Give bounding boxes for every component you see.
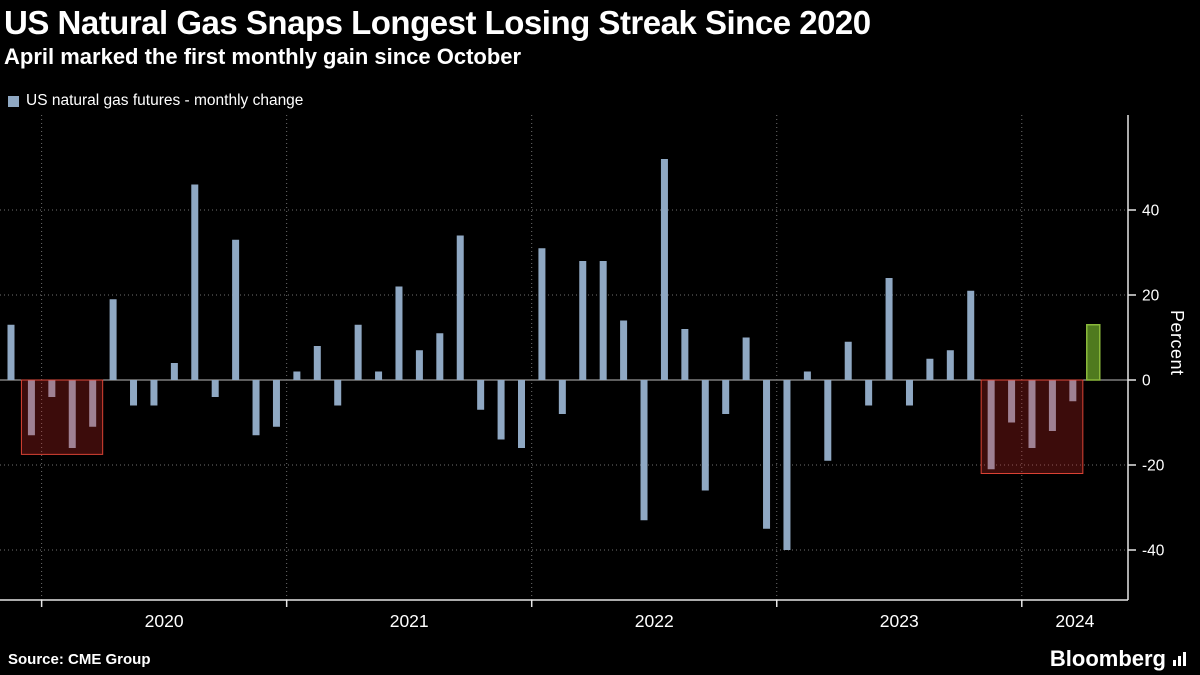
bloomberg-logo: Bloomberg (1050, 646, 1188, 672)
x-year-label: 2022 (635, 611, 674, 631)
bar (660, 159, 668, 380)
bar (456, 235, 464, 380)
y-axis-title: Percent (1167, 310, 1187, 376)
page-subtitle: April marked the first monthly gain sinc… (4, 44, 522, 69)
bar (987, 380, 995, 470)
bar (48, 380, 56, 397)
bar (865, 380, 873, 406)
bar (415, 350, 423, 380)
bar (313, 346, 321, 380)
bar (1069, 380, 1077, 402)
y-tick-label: 20 (1142, 288, 1160, 305)
gain-bar (1086, 324, 1101, 381)
bar (538, 248, 546, 380)
bar (232, 239, 240, 380)
bar (967, 290, 975, 380)
bar (109, 299, 117, 380)
bar (130, 380, 138, 406)
x-year-label: 2024 (1055, 611, 1094, 631)
bar (89, 380, 97, 427)
legend: US natural gas futures - monthly change (8, 92, 303, 110)
bar (375, 371, 383, 380)
bar (579, 261, 587, 380)
bar (763, 380, 771, 529)
legend-swatch-icon (8, 95, 19, 107)
bar (497, 380, 505, 440)
bar (1048, 380, 1056, 431)
bar (477, 380, 485, 410)
bar (701, 380, 709, 491)
bar (824, 380, 832, 461)
y-tick-label: 40 (1142, 203, 1160, 220)
bar (354, 324, 362, 380)
bar (191, 184, 199, 380)
source-credit: Source: CME Group (8, 651, 151, 668)
bar (681, 329, 689, 380)
bar (68, 380, 76, 448)
bar (640, 380, 648, 521)
bar (7, 324, 15, 380)
bar (211, 380, 219, 397)
bloomberg-bars-icon (1173, 652, 1186, 666)
bar (293, 371, 301, 380)
bar (395, 286, 403, 380)
bar (926, 358, 934, 380)
page-title: US Natural Gas Snaps Longest Losing Stre… (4, 4, 871, 41)
bar (885, 278, 893, 380)
bar (252, 380, 260, 436)
bar (905, 380, 913, 406)
bar (722, 380, 730, 414)
y-tick-label: -40 (1142, 543, 1165, 560)
bar (170, 363, 178, 380)
bar (946, 350, 954, 380)
bar (783, 380, 791, 550)
bar (27, 380, 35, 436)
bar (558, 380, 566, 414)
bar (150, 380, 158, 406)
y-tick-label: 0 (1142, 373, 1151, 390)
bar (844, 341, 852, 380)
bar (803, 371, 811, 380)
legend-label: US natural gas futures - monthly change (26, 92, 304, 109)
x-year-label: 2023 (880, 611, 919, 631)
bloomberg-wordmark: Bloomberg (1049, 646, 1166, 671)
losing-streak-highlight (980, 379, 1084, 474)
bar (272, 380, 280, 427)
bar (436, 333, 444, 380)
losing-streak-highlight (20, 379, 104, 455)
bar (599, 261, 607, 380)
y-tick-label: -20 (1142, 458, 1165, 475)
bar (742, 337, 750, 380)
x-year-label: 2021 (390, 611, 429, 631)
bar (518, 380, 525, 448)
bar (334, 380, 342, 406)
bar (1028, 380, 1036, 448)
x-year-label: 2020 (145, 611, 184, 631)
bar (1008, 380, 1016, 423)
bar (620, 320, 628, 380)
